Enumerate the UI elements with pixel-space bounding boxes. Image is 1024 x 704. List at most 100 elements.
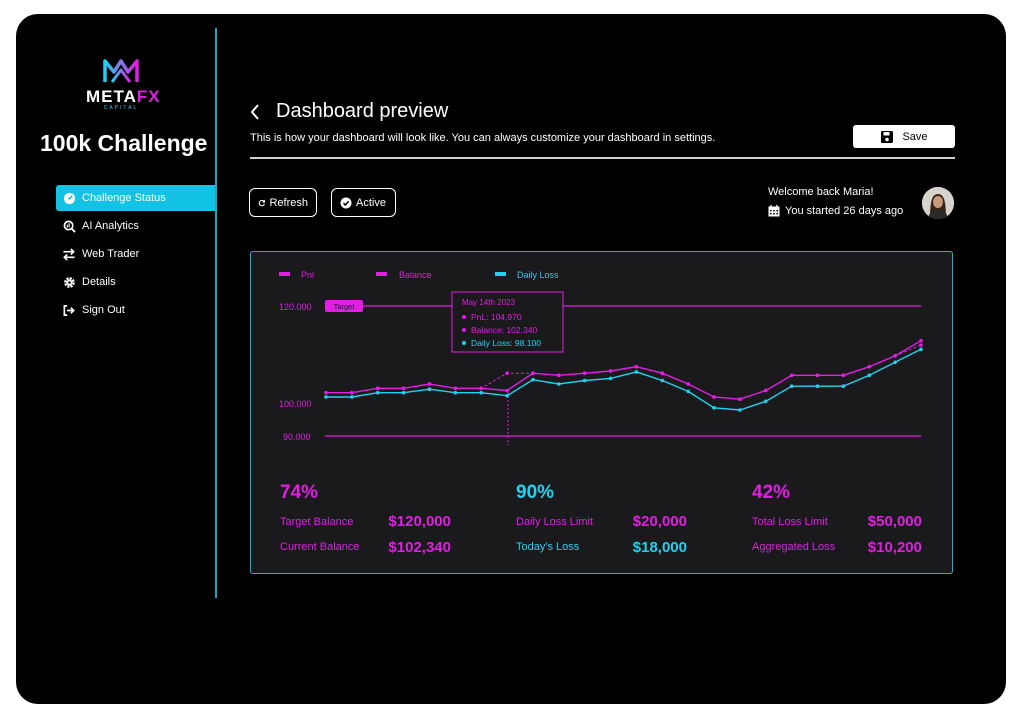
line-chart: Pnl Balance Daily Loss 120.000 100.000 9… [279,270,923,445]
target-balance-value: $120,000 [388,513,451,530]
sidebar-item-challenge-status[interactable]: Challenge Status [56,185,216,211]
check-circle-icon [340,197,352,208]
series-layer [324,338,923,412]
data-point [582,378,587,383]
header-divider [250,157,955,159]
data-point [479,390,483,395]
data-point [324,395,328,399]
sidebar: METAFX CAPITAL 100k Challenge Challenge … [16,14,216,598]
data-point [867,373,872,378]
legend-swatch-daily-loss [495,272,506,276]
data-point [867,364,872,369]
data-point [582,371,587,375]
legend-daily-loss: Daily Loss [517,270,559,280]
logo-mark-icon [103,59,139,83]
challenge-title: 100k Challenge [40,130,208,156]
aggregated-loss-value: $10,200 [867,539,922,556]
sidebar-item-label: Details [82,276,116,288]
todays-loss-value: $18,000 [632,539,687,556]
data-point [531,371,535,375]
gauge-icon [62,191,76,205]
save-button[interactable]: Save [853,125,955,148]
data-point [608,369,613,373]
active-status-button[interactable]: Active [331,188,396,217]
avatar[interactable] [922,187,954,219]
refresh-icon [258,199,266,206]
data-point [427,382,432,386]
data-point [531,377,535,382]
logo-subtitle: CAPITAL [103,105,139,111]
swap-arrows-icon [62,247,76,261]
data-point [764,388,768,393]
data-point [919,343,923,347]
refresh-button[interactable]: Refresh [249,188,317,217]
daily-loss-limit-label: Daily Loss Limit [516,516,594,528]
data-point [401,390,406,395]
main-content: Dashboard preview This is how your dashb… [246,14,1006,704]
target-balance-label: Target Balance [280,516,354,528]
data-point [324,390,328,395]
sign-out-icon [62,303,76,317]
target-badge [325,300,363,312]
data-point [453,390,458,395]
data-point [505,371,509,375]
logo-wordmark: METAFX [86,87,161,106]
back-arrow-icon[interactable] [250,102,266,122]
target-badge-label: Target [334,302,356,311]
data-point [427,387,432,391]
app-window: METAFX CAPITAL 100k Challenge Challenge … [16,14,1006,704]
total-loss-percent: 42% [752,482,791,503]
y-tick-label: 90.000 [283,432,311,442]
page-title: Dashboard preview [250,100,448,123]
sidebar-divider [215,28,217,598]
data-point [893,360,897,365]
data-point [686,389,690,394]
refresh-button-label: Refresh [269,196,308,209]
data-point [505,393,509,398]
sidebar-item-sign-out[interactable]: Sign Out [56,297,216,323]
tooltip-pnl: PnL: 104.970 [471,312,522,322]
data-point [401,386,406,391]
series-line-balance [326,340,922,400]
gear-icon [62,275,76,289]
page-title-text: Dashboard preview [276,100,449,122]
sidebar-item-label: Challenge Status [82,192,166,204]
legend-pnl: Pnl [301,270,314,280]
data-point [350,395,354,399]
current-balance-value: $102,340 [388,539,451,556]
data-point [375,390,380,395]
data-point [660,378,665,383]
total-loss-limit-label: Total Loss Limit [752,516,828,528]
active-button-label: Active [356,196,386,209]
data-point [557,373,561,378]
data-point [712,395,716,399]
data-point [815,373,820,378]
data-point [608,376,613,381]
data-point [634,364,639,369]
tooltip-dot-daily-loss [462,341,466,345]
data-point [660,371,665,375]
legend-balance: Balance [399,270,432,280]
sidebar-item-web-trader[interactable]: Web Trader [56,241,216,267]
sidebar-item-details[interactable]: Details [56,269,216,295]
data-point [505,388,509,393]
todays-loss-label: Today's Loss [516,541,580,553]
tooltip-balance: Balance: 102.340 [471,325,537,335]
calendar-icon [768,205,780,217]
sidebar-item-ai-analytics[interactable]: AI Analytics [56,213,216,239]
tooltip-date: May 14th 2023 [462,298,515,307]
challenge-status-panel: Pnl Balance Daily Loss 120.000 100.000 9… [250,251,953,574]
y-tick-label: 100.000 [279,399,312,409]
chart-tooltip: May 14th 2023 PnL: 104.970 Balance: 102.… [451,291,564,353]
data-point [453,386,458,391]
legend-swatch-pnl [279,272,290,276]
tooltip-dot-pnl [462,315,466,319]
data-point [738,408,742,412]
logo: METAFX CAPITAL [86,56,161,111]
tooltip-daily-loss: Daily Loss: 98.100 [471,338,541,348]
data-point [919,338,923,343]
data-point [557,382,561,386]
data-point [350,390,354,395]
data-point [634,370,639,374]
sidebar-item-label: Web Trader [82,248,140,260]
